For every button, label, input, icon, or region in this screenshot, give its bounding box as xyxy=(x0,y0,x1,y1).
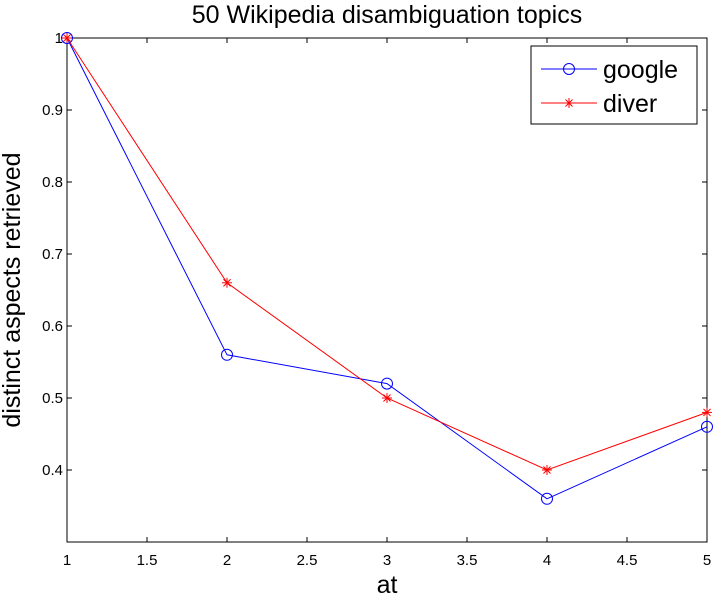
x-tick-label: 3 xyxy=(383,552,391,569)
data-point-diver xyxy=(702,407,712,418)
data-point-diver xyxy=(382,393,392,403)
y-tick-label: 0.8 xyxy=(42,174,63,191)
data-point-diver-stroke-3 xyxy=(543,466,551,474)
axis-ticks: 1 1.5 2 2.5 3 3.5 4 4.5 5 0.4 0.5 0.6 0.7 0.8 0.9 1 xyxy=(42,30,711,569)
legend-box xyxy=(530,45,698,125)
y-tick-label: 0.6 xyxy=(42,318,63,335)
data-point-diver xyxy=(222,277,232,288)
y-tick-label: 0.9 xyxy=(42,102,63,119)
x-tick-label: 1.5 xyxy=(137,552,158,569)
data-point-diver-stroke-3 xyxy=(383,394,391,402)
x-axis-label: at xyxy=(377,571,398,597)
legend-label-google: google xyxy=(603,56,678,84)
legend-marker-google xyxy=(563,63,575,75)
data-point-google xyxy=(701,420,713,433)
data-point-diver xyxy=(62,33,72,43)
x-tick-label: 3.5 xyxy=(457,552,478,569)
y-tick-label: 1 xyxy=(55,30,63,47)
data-point-google xyxy=(381,377,393,390)
data-point-diver-stroke-3 xyxy=(703,408,711,417)
x-tick-label: 1 xyxy=(63,552,71,569)
y-tick-label: 0.5 xyxy=(42,390,63,407)
data-point-diver-stroke-3 xyxy=(63,34,71,42)
y-axis-label: distinct aspects retrieved xyxy=(0,152,26,427)
x-tick-label: 5 xyxy=(703,552,711,569)
legend: google diver xyxy=(530,45,698,125)
legend-label-diver: diver xyxy=(603,90,657,118)
x-tick-label: 2 xyxy=(223,552,231,569)
y-tick-label: 0.4 xyxy=(42,462,63,479)
x-tick-label: 2.5 xyxy=(297,552,318,569)
x-tick-label: 4.5 xyxy=(617,552,638,569)
data-point-google xyxy=(221,348,233,361)
chart-title: 50 Wikipedia disambiguation topics xyxy=(192,1,583,29)
legend-star-shape-stroke-3 xyxy=(565,99,573,107)
data-point-diver-stroke-3 xyxy=(223,278,231,287)
data-point-diver xyxy=(542,465,552,475)
series-layer xyxy=(61,32,713,505)
legend-marker-diver xyxy=(564,98,574,108)
data-point-google xyxy=(541,492,553,505)
legend-star-shape xyxy=(564,98,574,108)
y-tick-label: 0.7 xyxy=(42,246,63,263)
series-line-google xyxy=(66,37,708,500)
x-tick-label: 4 xyxy=(543,552,551,569)
data-point-google xyxy=(61,32,73,44)
